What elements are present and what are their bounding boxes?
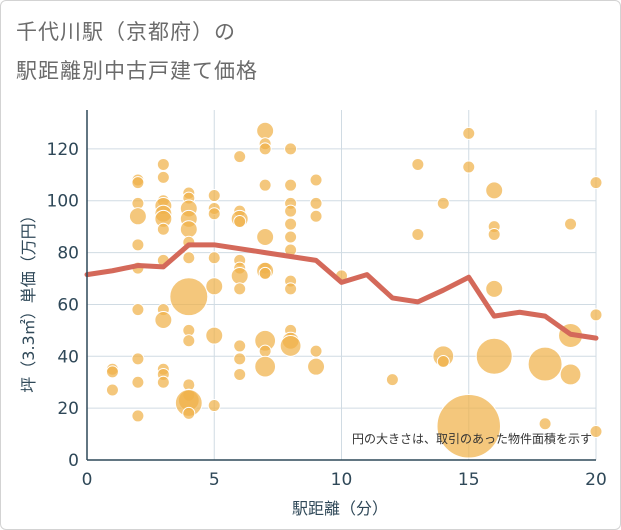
- bubble-point: [436, 354, 450, 368]
- bubble-point: [205, 326, 224, 345]
- bubble-point: [179, 220, 198, 239]
- bubble-point: [258, 178, 272, 192]
- bubble-point: [131, 176, 145, 190]
- size-note: 円の大きさは、取引のあった物件面積を示す: [352, 431, 592, 446]
- bubble-point: [182, 406, 196, 420]
- bubble-point: [256, 121, 275, 140]
- chart-title-line1: 千代川駅（京都府）の: [16, 20, 236, 44]
- bubble-point: [258, 344, 272, 358]
- bubble-point: [589, 424, 603, 438]
- bubble-point: [284, 204, 298, 218]
- bubble-point: [309, 344, 323, 358]
- bubble-point: [233, 339, 247, 353]
- bubble-point: [258, 266, 272, 280]
- bubble-point: [475, 337, 513, 375]
- bubble-point: [207, 207, 221, 221]
- bubble-point: [105, 383, 119, 397]
- bubble-point: [462, 126, 476, 140]
- x-tick-label: 20: [585, 470, 607, 490]
- bubble-point: [207, 399, 221, 413]
- bubble-point: [233, 367, 247, 381]
- bubble-point: [131, 303, 145, 317]
- bubble-point: [564, 217, 578, 231]
- x-tick-label: 5: [209, 470, 220, 490]
- bubble-point: [182, 334, 196, 348]
- bubble-point: [230, 266, 249, 285]
- bubble-point: [307, 357, 326, 376]
- bubble-point: [128, 207, 147, 226]
- bubble-point: [131, 352, 145, 366]
- x-tick-label: 0: [82, 470, 93, 490]
- bubble-point: [309, 209, 323, 223]
- bubble-point: [207, 251, 221, 265]
- bubble-point: [309, 196, 323, 210]
- bubble-point: [154, 311, 173, 329]
- bubble-point: [436, 394, 501, 459]
- bubble-point: [256, 228, 275, 247]
- bubble-point: [254, 355, 277, 378]
- bubble-point: [589, 176, 603, 190]
- average-price-line: [84, 242, 599, 341]
- bubble-point: [156, 170, 170, 184]
- bubble-point: [182, 251, 196, 265]
- bubble-point: [284, 142, 298, 156]
- bubble-point: [156, 222, 170, 236]
- chart-title-line2: 駅距離別中古戸建て価格: [16, 59, 258, 83]
- bubble-point: [462, 160, 476, 174]
- bubble-point: [258, 142, 272, 156]
- bubble-point: [284, 282, 298, 296]
- bubble-point: [436, 196, 450, 210]
- y-tick-label: 100: [47, 192, 79, 212]
- bubble-point: [411, 157, 425, 171]
- bubble-point: [385, 373, 399, 387]
- bubble-point: [205, 277, 224, 296]
- bubble-point: [156, 375, 170, 389]
- bubble-point: [233, 214, 247, 228]
- y-tick-label: 120: [47, 140, 79, 160]
- y-tick-label: 80: [57, 244, 79, 264]
- y-tick-label: 0: [68, 451, 79, 471]
- y-tick-label: 60: [57, 295, 79, 315]
- x-tick-label: 15: [458, 470, 480, 490]
- bubble-point: [131, 375, 145, 389]
- bubble-point: [487, 227, 501, 241]
- bubble-point: [284, 178, 298, 192]
- bubble-point: [411, 227, 425, 241]
- bubble-point: [105, 365, 119, 379]
- bubble-point: [279, 335, 302, 357]
- bubble-point: [131, 238, 145, 252]
- bubble-point: [485, 279, 504, 298]
- bubble-point: [485, 181, 504, 200]
- bubble-point: [233, 282, 247, 296]
- axes: 0 20 40 60 80 100 120 0 5 10 15 20: [47, 110, 607, 490]
- bubbles: [105, 121, 603, 459]
- bubble-point: [131, 409, 145, 423]
- bubble-point: [156, 157, 170, 171]
- bubble-point: [284, 230, 298, 244]
- bubble-point: [538, 417, 552, 431]
- y-axis-label: 坪（3.3㎡）単価（万円）: [19, 207, 38, 392]
- bubble-point: [233, 352, 247, 366]
- y-tick-label: 20: [57, 399, 79, 419]
- average-line-group: [84, 242, 599, 341]
- bubble-point: [527, 346, 563, 382]
- x-tick-label: 10: [331, 470, 353, 490]
- bubble-point: [207, 189, 221, 203]
- bubble-point: [589, 308, 603, 322]
- bubble-point: [169, 277, 209, 317]
- bubble-point: [284, 217, 298, 231]
- x-axis-label: 駅距離（分）: [292, 499, 388, 518]
- bubble-point: [233, 150, 247, 164]
- bubble-point: [309, 173, 323, 187]
- y-tick-label: 40: [57, 347, 79, 367]
- bubble-point: [559, 363, 582, 386]
